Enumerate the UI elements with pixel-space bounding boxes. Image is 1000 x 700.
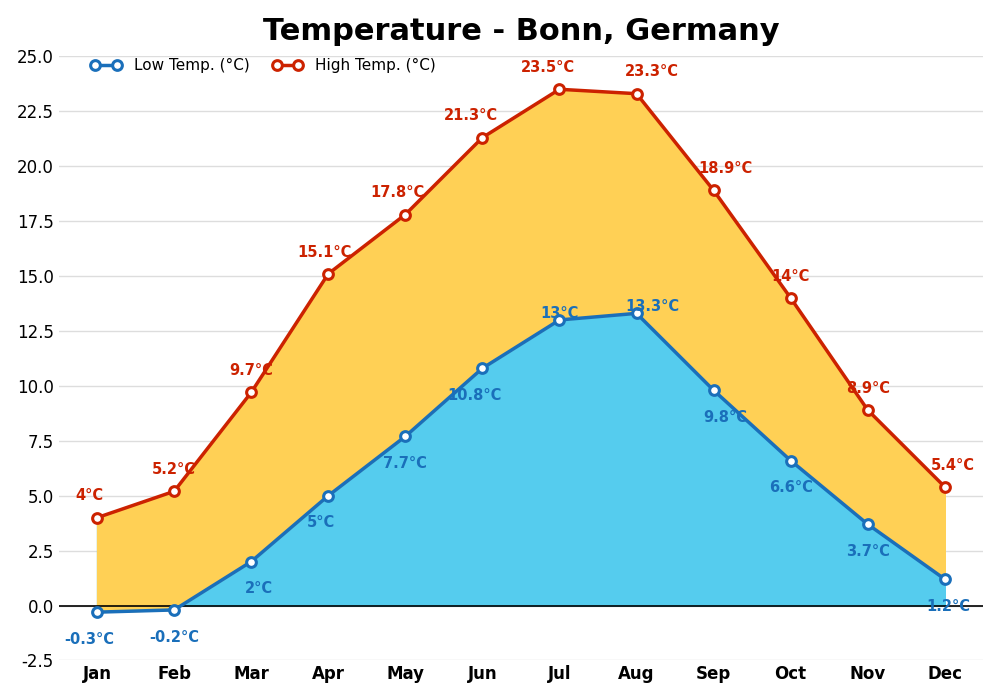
High Temp. (°C)	[862, 406, 874, 414]
Line: Low Temp. (°C): Low Temp. (°C)	[92, 309, 950, 617]
Text: 5°C: 5°C	[306, 515, 335, 531]
Text: 15.1°C: 15.1°C	[297, 244, 352, 260]
Text: 21.3°C: 21.3°C	[444, 108, 498, 123]
Line: High Temp. (°C): High Temp. (°C)	[92, 85, 950, 522]
Text: -0.2°C: -0.2°C	[149, 630, 199, 645]
Text: 1.2°C: 1.2°C	[927, 599, 971, 614]
Text: 17.8°C: 17.8°C	[370, 186, 425, 200]
High Temp. (°C)	[322, 270, 334, 278]
Low Temp. (°C)	[785, 456, 797, 465]
Low Temp. (°C)	[476, 364, 488, 372]
Text: 10.8°C: 10.8°C	[448, 388, 502, 403]
High Temp. (°C)	[245, 389, 257, 397]
Text: 13.3°C: 13.3°C	[625, 299, 679, 314]
Text: 9.8°C: 9.8°C	[703, 410, 747, 425]
Low Temp. (°C)	[245, 557, 257, 566]
Low Temp. (°C)	[399, 432, 411, 440]
Low Temp. (°C)	[862, 520, 874, 528]
High Temp. (°C)	[91, 514, 103, 522]
Text: 8.9°C: 8.9°C	[846, 381, 890, 395]
Low Temp. (°C)	[708, 386, 720, 395]
Low Temp. (°C)	[168, 606, 180, 614]
High Temp. (°C)	[785, 294, 797, 302]
Text: 2°C: 2°C	[245, 582, 273, 596]
Text: 4°C: 4°C	[75, 489, 103, 503]
Low Temp. (°C)	[322, 491, 334, 500]
Low Temp. (°C)	[553, 316, 565, 324]
Text: 7.7°C: 7.7°C	[383, 456, 427, 471]
High Temp. (°C)	[399, 210, 411, 218]
Low Temp. (°C)	[939, 575, 951, 583]
Text: 5.2°C: 5.2°C	[152, 462, 196, 477]
Text: 6.6°C: 6.6°C	[769, 480, 813, 496]
Text: 13°C: 13°C	[540, 306, 579, 321]
Low Temp. (°C)	[91, 608, 103, 616]
Text: 23.5°C: 23.5°C	[521, 60, 575, 75]
Text: 23.3°C: 23.3°C	[625, 64, 679, 79]
Title: Temperature - Bonn, Germany: Temperature - Bonn, Germany	[263, 17, 779, 46]
High Temp. (°C)	[708, 186, 720, 195]
Text: -0.3°C: -0.3°C	[64, 632, 114, 647]
High Temp. (°C)	[631, 90, 643, 98]
Text: 5.4°C: 5.4°C	[931, 458, 975, 472]
Text: 9.7°C: 9.7°C	[229, 363, 273, 378]
Text: 3.7°C: 3.7°C	[846, 544, 890, 559]
Text: 14°C: 14°C	[771, 269, 810, 284]
High Temp. (°C)	[553, 85, 565, 94]
High Temp. (°C)	[939, 483, 951, 491]
Legend: Low Temp. (°C), High Temp. (°C): Low Temp. (°C), High Temp. (°C)	[85, 52, 442, 79]
High Temp. (°C)	[476, 134, 488, 142]
Text: 18.9°C: 18.9°C	[698, 161, 752, 176]
High Temp. (°C)	[168, 487, 180, 496]
Low Temp. (°C)	[631, 309, 643, 318]
